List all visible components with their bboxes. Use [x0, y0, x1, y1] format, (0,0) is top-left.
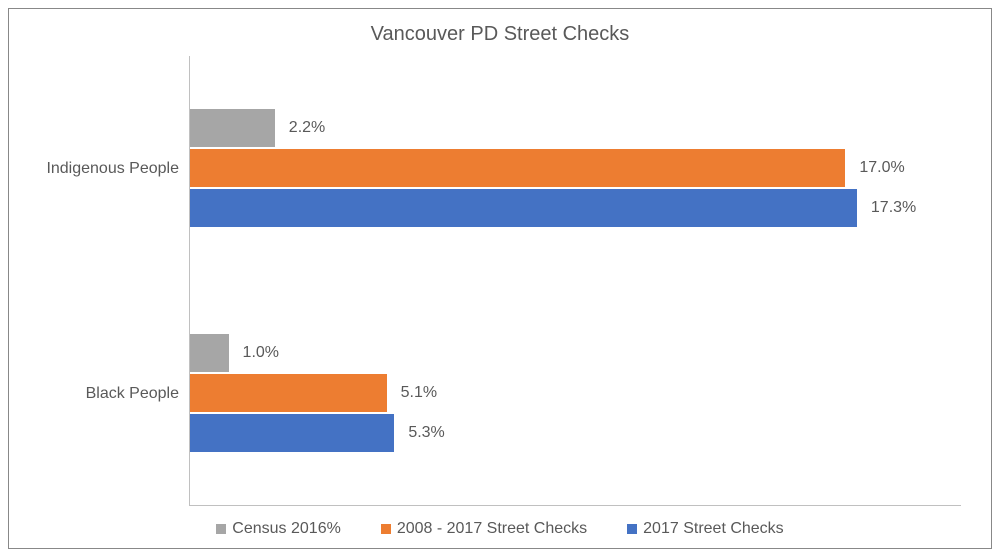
legend-item-census: Census 2016% — [216, 520, 341, 538]
plot-area: Indigenous People Black People 2.2% 17.0… — [39, 56, 961, 506]
bar-value-label: 17.3% — [871, 199, 916, 217]
bar-2008-2017-black — [190, 374, 387, 412]
bar-row: 17.3% — [190, 189, 961, 227]
bar-row: 5.3% — [190, 414, 961, 452]
bar-2017-indigenous — [190, 189, 857, 227]
legend-label: Census 2016% — [232, 520, 341, 538]
bar-value-label: 1.0% — [243, 344, 279, 362]
bar-value-label: 5.1% — [401, 384, 437, 402]
bar-row: 5.1% — [190, 374, 961, 412]
legend-swatch-icon — [627, 524, 637, 534]
legend-label: 2008 - 2017 Street Checks — [397, 520, 587, 538]
bar-value-label: 5.3% — [408, 424, 444, 442]
bars-area: 2.2% 17.0% 17.3% 1.0% 5.1% — [189, 56, 961, 506]
bar-value-label: 2.2% — [289, 119, 325, 137]
bar-value-label: 17.0% — [859, 159, 904, 177]
legend-swatch-icon — [216, 524, 226, 534]
chart-container: Vancouver PD Street Checks Indigenous Pe… — [8, 8, 992, 549]
legend-swatch-icon — [381, 524, 391, 534]
bar-group-indigenous: 2.2% 17.0% 17.3% — [190, 56, 961, 281]
legend: Census 2016% 2008 - 2017 Street Checks 2… — [39, 506, 961, 538]
category-label-black: Black People — [39, 281, 179, 506]
legend-item-2017: 2017 Street Checks — [627, 520, 784, 538]
category-label-indigenous: Indigenous People — [39, 56, 179, 281]
bar-census-black — [190, 334, 229, 372]
legend-item-2008-2017: 2008 - 2017 Street Checks — [381, 520, 587, 538]
bar-row: 1.0% — [190, 334, 961, 372]
bar-2017-black — [190, 414, 394, 452]
bar-row: 2.2% — [190, 109, 961, 147]
legend-label: 2017 Street Checks — [643, 520, 784, 538]
bar-2008-2017-indigenous — [190, 149, 845, 187]
bar-census-indigenous — [190, 109, 275, 147]
bar-row: 17.0% — [190, 149, 961, 187]
chart-title: Vancouver PD Street Checks — [39, 23, 961, 46]
bar-group-black: 1.0% 5.1% 5.3% — [190, 281, 961, 506]
y-axis-labels: Indigenous People Black People — [39, 56, 189, 506]
